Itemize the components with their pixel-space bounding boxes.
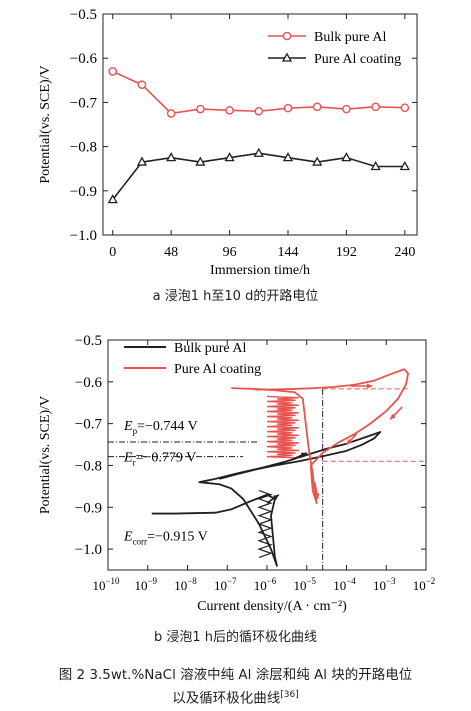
legend-marker — [282, 31, 292, 41]
cathodic-noise-band — [257, 489, 273, 559]
data-point — [137, 80, 147, 90]
cyclic-polarization-chart: −0.5 −0.6 −0.7 −0.8 −0.9 −1.0 10−10 10−9 10−8 10−… — [38, 333, 436, 614]
y-tick-label: −0.5 — [70, 7, 97, 23]
data-point — [196, 104, 205, 114]
x-tick-label: 10−3 — [373, 576, 396, 593]
data-point — [282, 152, 294, 162]
data-point — [166, 109, 176, 118]
data-point — [312, 156, 323, 166]
data-point — [108, 67, 118, 76]
data-point — [283, 103, 293, 113]
x-tick-label: 10−4 — [333, 576, 356, 593]
legend-label: Pure Al coating — [314, 52, 401, 67]
data-point — [370, 160, 381, 171]
pitting-noise-band — [266, 395, 299, 459]
caption-a: a 浸泡1 h至10 d的开路电位 — [152, 289, 319, 304]
x-tick-label: 10−10 — [92, 576, 120, 593]
y-tick-label: −0.6 — [75, 375, 103, 391]
er-label: Er=−0.779 V — [123, 450, 196, 467]
x-tick-label: 10−7 — [214, 576, 237, 593]
y-tick-label: −1.0 — [75, 542, 102, 558]
y-axis-label: Potential(vs. SCE)/V — [38, 65, 53, 183]
x-tick-label: 0 — [109, 245, 116, 260]
x-tick-label: 10−2 — [413, 576, 436, 593]
legend-label: Bulk pure Al — [314, 30, 386, 45]
polarization-curve-1 — [231, 368, 410, 504]
open-circuit-potential-chart: −0.5 −0.6 −0.7 −0.8 −0.9 −1.0 0 48 96 144 192 240 Im… — [38, 7, 418, 278]
x-tick-label: 10−6 — [254, 576, 277, 593]
reverse-scan-arrow-2-head — [346, 438, 353, 445]
legend-label: Bulk pure Al — [174, 341, 246, 356]
x-tick-label: 96 — [223, 245, 237, 260]
y-tick-label: −0.9 — [75, 500, 102, 516]
ecorr-label: Ecorr=−0.915 V — [123, 530, 208, 547]
y-tick-label: −0.7 — [75, 417, 103, 433]
x-tick-label: 240 — [394, 245, 415, 260]
down-arrow-head — [314, 493, 320, 499]
data-point — [312, 102, 322, 112]
data-point — [400, 103, 410, 113]
data-point — [253, 147, 264, 157]
y-tick-label: −0.8 — [70, 140, 97, 156]
figure-title: 图 2 3.5wt.%NaCl 溶液中纯 Al 涂层和纯 Al 块的开路电位 以… — [0, 665, 471, 709]
data-point — [195, 156, 206, 166]
y-tick-label: −0.7 — [70, 95, 98, 111]
x-tick-label: 10−5 — [293, 576, 316, 593]
data-point — [224, 152, 235, 162]
data-point — [341, 152, 352, 162]
y-tick-label: −0.5 — [75, 333, 102, 349]
x-tick-label: 144 — [277, 245, 298, 260]
black-forward-arrow-head — [300, 452, 307, 458]
ep-label: Ep=−0.744 V — [123, 419, 198, 436]
series-line-1 — [112, 152, 405, 201]
x-axis-label: Immersion time/h — [210, 263, 310, 278]
figure-title-line1: 图 2 3.5wt.%NaCl 溶液中纯 Al 涂层和纯 Al 块的开路电位 — [58, 667, 413, 683]
caption-b: b 浸泡1 h后的循环极化曲线 — [153, 630, 318, 645]
data-point — [342, 104, 351, 114]
x-tick-label: 10−9 — [134, 576, 157, 593]
y-tick-label: −0.6 — [70, 51, 98, 67]
y-tick-label: −0.8 — [75, 458, 102, 474]
black-loop-arrow-head — [273, 494, 279, 500]
legend-label: Pure Al coating — [174, 362, 261, 377]
data-point — [399, 160, 410, 171]
plot-frame — [102, 13, 418, 236]
figure-reference: [36] — [280, 690, 299, 700]
x-tick-label: 48 — [164, 245, 178, 260]
data-point — [107, 194, 118, 204]
data-point — [254, 106, 264, 116]
y-axis-label: Potential(vs. SCE)/V — [38, 396, 53, 514]
data-point — [371, 102, 380, 112]
x-axis-label: Current density/(A · cm⁻²) — [197, 599, 347, 614]
y-tick-label: −1.0 — [70, 228, 97, 244]
reverse-scan-arrow-head — [390, 413, 396, 420]
x-tick-label: 192 — [336, 245, 357, 260]
forward-scan-arrow-head — [366, 383, 373, 389]
data-point — [166, 152, 177, 162]
figure-title-line2: 以及循环极化曲线 — [172, 690, 281, 707]
x-tick-label: 10−8 — [174, 576, 197, 593]
data-point — [136, 156, 148, 166]
y-tick-label: −0.9 — [70, 184, 97, 200]
legend-marker — [281, 52, 293, 62]
data-point — [225, 106, 234, 115]
